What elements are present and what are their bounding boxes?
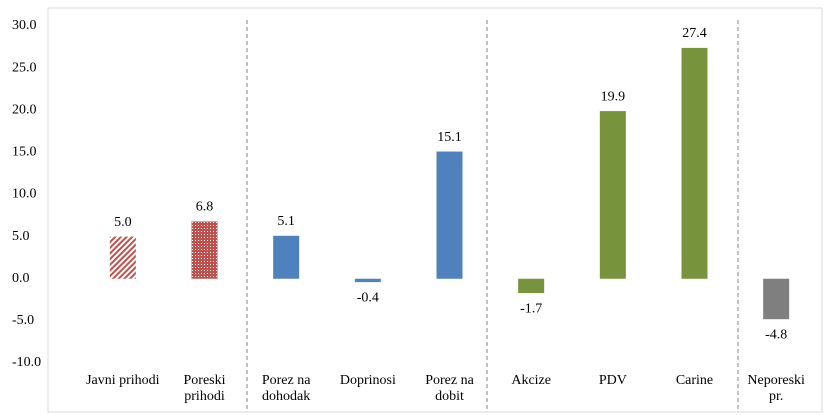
bar <box>599 111 626 279</box>
value-label: 15.1 <box>437 130 462 145</box>
y-tick-label: 0.0 <box>12 271 30 286</box>
x-tick-label: Poreski prihodi <box>183 373 226 404</box>
x-tick-label: Porez na dobit <box>425 373 474 404</box>
y-tick-label: 15.0 <box>12 145 37 160</box>
value-label: -4.8 <box>765 327 787 342</box>
value-label: -0.4 <box>357 290 379 305</box>
bar <box>109 236 136 279</box>
value-label: 5.1 <box>277 214 295 229</box>
y-tick-label: 5.0 <box>12 229 30 244</box>
y-tick-label: -5.0 <box>12 313 34 328</box>
plot-border <box>47 7 823 413</box>
x-tick-label: Akcize <box>511 373 551 388</box>
y-tick-label: 25.0 <box>12 60 37 75</box>
x-tick-label: Porez na dohodak <box>261 373 311 404</box>
value-label: 27.4 <box>682 26 707 41</box>
bar <box>191 221 218 279</box>
value-label: 19.9 <box>601 89 626 104</box>
bar <box>354 278 381 283</box>
value-label: -1.7 <box>520 301 542 316</box>
bar <box>681 47 708 279</box>
x-tick-label: Carine <box>675 373 714 388</box>
x-tick-label: PDV <box>598 373 627 388</box>
value-label: 6.8 <box>196 200 214 215</box>
bar <box>518 278 545 294</box>
bar <box>273 235 300 279</box>
value-label: 5.0 <box>114 215 132 230</box>
bar <box>763 278 790 320</box>
x-tick-label: Javni prihodi <box>86 373 160 388</box>
x-tick-label: Neporeski pr. <box>747 373 805 404</box>
y-tick-label: 10.0 <box>12 187 37 202</box>
bar <box>436 151 463 279</box>
y-tick-label: 30.0 <box>12 18 37 33</box>
y-tick-label: 20.0 <box>12 102 37 117</box>
x-tick-label: Doprinosi <box>339 373 396 388</box>
y-tick-label: -10.0 <box>12 355 41 370</box>
